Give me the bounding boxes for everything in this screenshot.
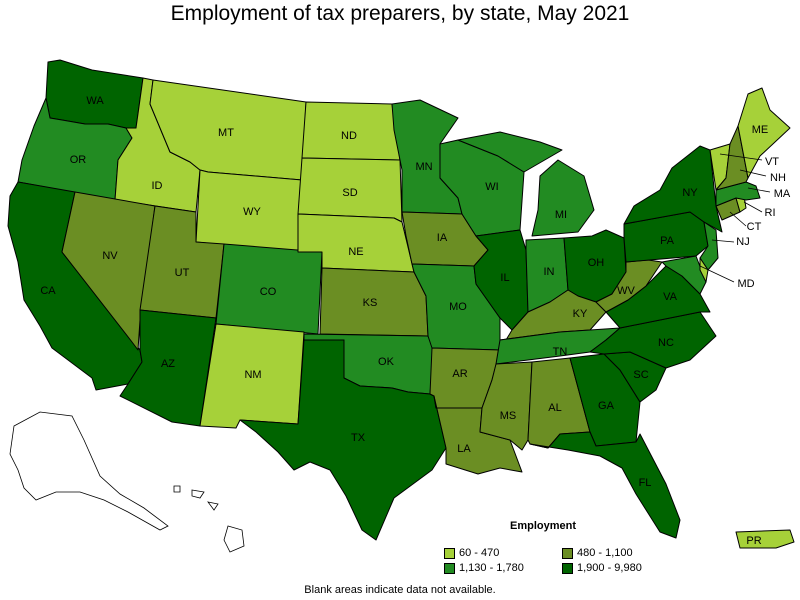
label-ms: MS	[500, 410, 517, 422]
label-nc: NC	[658, 337, 674, 349]
label-ia: IA	[437, 232, 448, 244]
label-mo: MO	[449, 301, 467, 313]
label-ne: NE	[348, 246, 363, 258]
state-pr[interactable]	[735, 529, 795, 549]
label-ct: CT	[747, 221, 762, 233]
label-tn: TN	[553, 346, 568, 358]
legend-swatch	[562, 562, 573, 574]
state-nc[interactable]	[589, 311, 717, 369]
state-tx[interactable]	[239, 339, 447, 541]
label-ks: KS	[363, 297, 378, 309]
legend-title: Employment	[510, 520, 577, 532]
legend-label: 480 - 1,100	[577, 547, 633, 559]
label-wy: WY	[243, 206, 261, 218]
label-ma: MA	[774, 188, 791, 200]
state-az[interactable]	[119, 309, 217, 427]
label-la: LA	[457, 443, 471, 455]
label-il: IL	[500, 272, 509, 284]
alaska-outline	[9, 411, 169, 531]
label-nv: NV	[102, 250, 118, 262]
label-ok: OK	[378, 356, 395, 368]
legend-label: 1,900 - 9,980	[577, 562, 642, 574]
label-ky: KY	[573, 308, 588, 320]
leader-ct	[729, 211, 747, 227]
label-ca: CA	[40, 285, 56, 297]
label-co: CO	[260, 286, 277, 298]
label-pr: PR	[746, 535, 761, 547]
label-tx: TX	[351, 432, 366, 444]
label-mi: MI	[555, 209, 567, 221]
leader-ma	[747, 187, 771, 193]
label-az: AZ	[161, 358, 175, 370]
legend-swatch	[444, 562, 455, 574]
label-nh: NH	[770, 172, 786, 184]
legend-label: 60 - 470	[459, 547, 500, 559]
legend-label: 1,130 - 1,780	[459, 562, 524, 574]
label-wa: WA	[86, 95, 104, 107]
legend-swatch	[562, 547, 573, 559]
leader-vt	[719, 153, 763, 161]
label-ut: UT	[175, 267, 190, 279]
legend-item-class-1: 60 - 470	[444, 546, 499, 560]
legend-item-class-2: 480 - 1,100	[562, 546, 633, 560]
label-mt: MT	[218, 127, 234, 139]
state-md[interactable]	[661, 255, 707, 295]
leader-ri	[743, 201, 763, 213]
state-fl[interactable]	[529, 431, 681, 539]
footnote: Blank areas indicate data not available.	[304, 584, 496, 596]
label-nd: ND	[341, 130, 357, 142]
label-nm: NM	[244, 369, 261, 381]
label-me: ME	[752, 124, 769, 136]
label-al: AL	[548, 402, 561, 414]
hawaii-outline	[173, 485, 245, 553]
legend-swatch	[444, 547, 455, 559]
label-or: OR	[70, 154, 87, 166]
state-il[interactable]	[473, 229, 529, 331]
label-ga: GA	[598, 400, 615, 412]
label-fl: FL	[639, 477, 652, 489]
label-ar: AR	[452, 368, 467, 380]
label-sc: SC	[633, 369, 648, 381]
label-wi: WI	[485, 181, 498, 193]
state-wv[interactable]	[595, 259, 663, 313]
state-labels: WA OR CA ID NV MT WY UT AZ CO NM ND SD N…	[40, 95, 791, 547]
label-sd: SD	[342, 187, 357, 199]
label-vt: VT	[765, 156, 779, 168]
state-mi[interactable]	[457, 131, 595, 237]
map-title: Employment of tax preparers, by state, M…	[170, 2, 630, 25]
label-oh: OH	[588, 257, 605, 269]
label-id: ID	[152, 180, 163, 192]
label-va: VA	[663, 291, 678, 303]
label-ny: NY	[682, 187, 698, 199]
leader-nh	[739, 169, 767, 177]
label-md: MD	[737, 278, 754, 290]
label-wv: WV	[617, 285, 635, 297]
label-in: IN	[544, 266, 555, 278]
label-mn: MN	[415, 161, 432, 173]
state-me[interactable]	[737, 87, 791, 179]
legend-item-class-4: 1,900 - 9,980	[562, 561, 642, 575]
legend-item-class-3: 1,130 - 1,780	[444, 561, 524, 575]
label-nj: NJ	[736, 236, 749, 248]
leader-md	[699, 265, 735, 283]
label-pa: PA	[660, 235, 675, 247]
label-ri: RI	[765, 207, 776, 219]
leader-nj	[711, 239, 735, 243]
